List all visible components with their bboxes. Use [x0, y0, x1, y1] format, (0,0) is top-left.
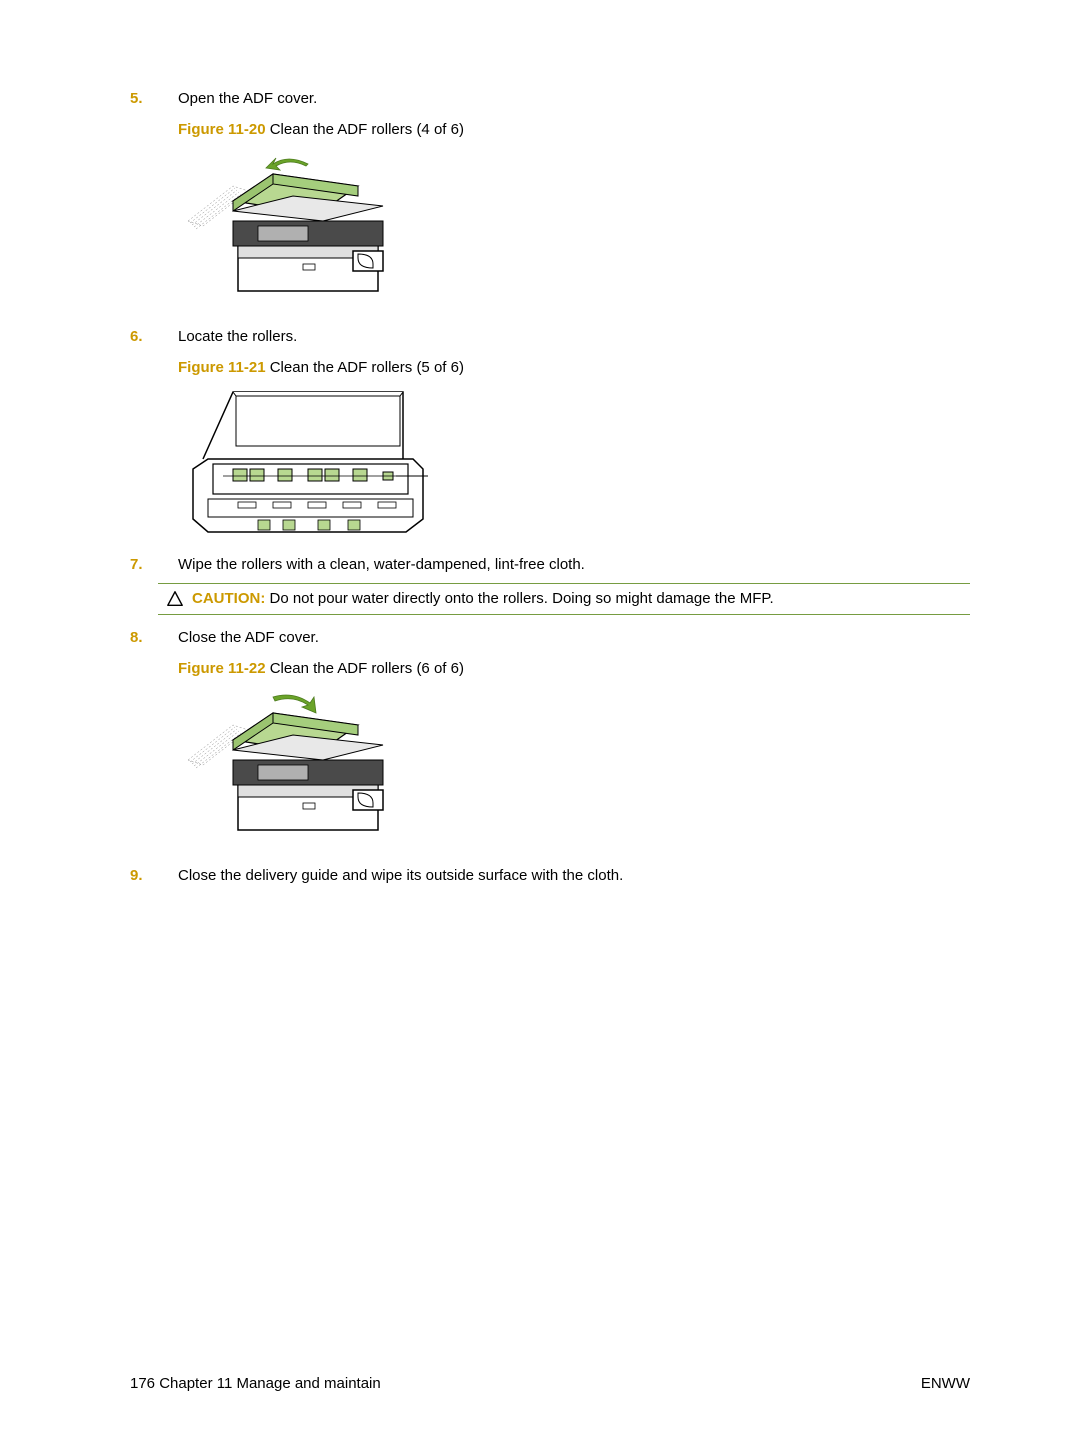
printer-adf-close-diagram	[178, 685, 398, 845]
printer-adf-open-diagram	[178, 146, 398, 306]
step-5: 5. Open the ADF cover.	[130, 90, 970, 107]
figure-label: Figure 11-21	[178, 359, 266, 376]
step-number: 5.	[130, 90, 178, 107]
figure-label: Figure 11-22	[178, 660, 266, 677]
step-text: Locate the rollers.	[178, 328, 970, 345]
figure-caption-text: Clean the ADF rollers (4 of 6)	[266, 121, 464, 138]
step-text: Close the delivery guide and wipe its ou…	[178, 867, 970, 884]
step-text: Wipe the rollers with a clean, water-dam…	[178, 556, 970, 573]
figure-caption-text: Clean the ADF rollers (5 of 6)	[266, 359, 464, 376]
caution-box: CAUTION: Do not pour water directly onto…	[158, 583, 970, 615]
step-7: 7. Wipe the rollers with a clean, water-…	[130, 556, 970, 573]
adf-rollers-diagram	[178, 384, 428, 534]
step-6: 6. Locate the rollers.	[130, 328, 970, 345]
step-number: 6.	[130, 328, 178, 345]
footer-left: 176 Chapter 11 Manage and maintain	[130, 1375, 381, 1392]
caution-text: Do not pour water directly onto the roll…	[265, 590, 773, 607]
step-number: 9.	[130, 867, 178, 884]
figure-caption-text: Clean the ADF rollers (6 of 6)	[266, 660, 464, 677]
figure-11-22: Figure 11-22 Clean the ADF rollers (6 of…	[178, 660, 970, 845]
caution-triangle-icon	[166, 590, 184, 608]
caution-content: CAUTION: Do not pour water directly onto…	[192, 590, 774, 607]
step-text: Open the ADF cover.	[178, 90, 970, 107]
figure-caption: Figure 11-21 Clean the ADF rollers (5 of…	[178, 359, 970, 376]
footer-right: ENWW	[921, 1375, 970, 1392]
figure-11-21: Figure 11-21 Clean the ADF rollers (5 of…	[178, 359, 970, 534]
figure-11-20: Figure 11-20 Clean the ADF rollers (4 of…	[178, 121, 970, 306]
step-9: 9. Close the delivery guide and wipe its…	[130, 867, 970, 884]
page-footer: 176 Chapter 11 Manage and maintain ENWW	[130, 1375, 970, 1392]
step-text: Close the ADF cover.	[178, 629, 970, 646]
step-8: 8. Close the ADF cover.	[130, 629, 970, 646]
figure-label: Figure 11-20	[178, 121, 266, 138]
caution-label: CAUTION:	[192, 590, 265, 607]
step-number: 8.	[130, 629, 178, 646]
figure-caption: Figure 11-22 Clean the ADF rollers (6 of…	[178, 660, 970, 677]
step-number: 7.	[130, 556, 178, 573]
figure-caption: Figure 11-20 Clean the ADF rollers (4 of…	[178, 121, 970, 138]
